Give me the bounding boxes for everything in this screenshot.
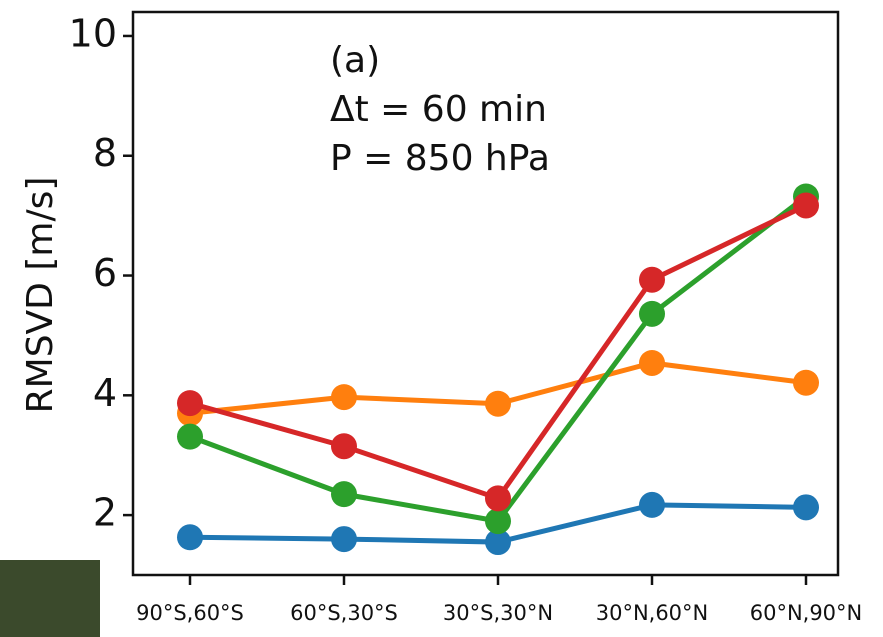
point <box>639 491 665 518</box>
x-tick-label: 30°S,30°N <box>443 601 553 625</box>
x-tick-label: 90°S,60°S <box>136 601 244 625</box>
point <box>177 423 203 450</box>
point <box>331 433 357 460</box>
series-line <box>189 203 808 502</box>
y-tick-label: 6 <box>93 251 117 295</box>
point <box>639 300 665 327</box>
y-axis-label: RMSVD [m/s] <box>20 177 61 414</box>
point <box>485 508 511 535</box>
annotation: P = 850 hPa <box>330 138 550 179</box>
point <box>793 192 819 219</box>
point <box>177 390 203 417</box>
point <box>331 481 357 508</box>
point <box>639 349 665 376</box>
point <box>331 384 357 411</box>
x-tick-label: 60°N,90°N <box>750 601 863 625</box>
y-tick-label: 4 <box>93 371 117 415</box>
y-tick-label: 10 <box>69 11 117 55</box>
point <box>331 526 357 553</box>
annotation: (a) <box>330 40 380 81</box>
series-line <box>189 194 808 524</box>
y-tick-label: 8 <box>93 131 117 175</box>
photo-fragment <box>0 560 100 637</box>
annotation: Δt = 60 min <box>330 89 547 130</box>
plot-frame <box>131 10 840 577</box>
point <box>639 266 665 293</box>
point <box>485 390 511 417</box>
x-tick-label: 60°S,30°S <box>290 601 398 625</box>
point <box>793 369 819 396</box>
point <box>177 524 203 551</box>
point <box>793 494 819 521</box>
x-tick-label: 30°N,60°N <box>596 601 709 625</box>
point <box>485 529 511 556</box>
point <box>485 485 511 512</box>
y-tick-label: 2 <box>93 491 117 535</box>
